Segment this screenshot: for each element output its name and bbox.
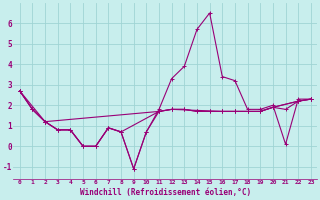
X-axis label: Windchill (Refroidissement éolien,°C): Windchill (Refroidissement éolien,°C) (80, 188, 251, 197)
